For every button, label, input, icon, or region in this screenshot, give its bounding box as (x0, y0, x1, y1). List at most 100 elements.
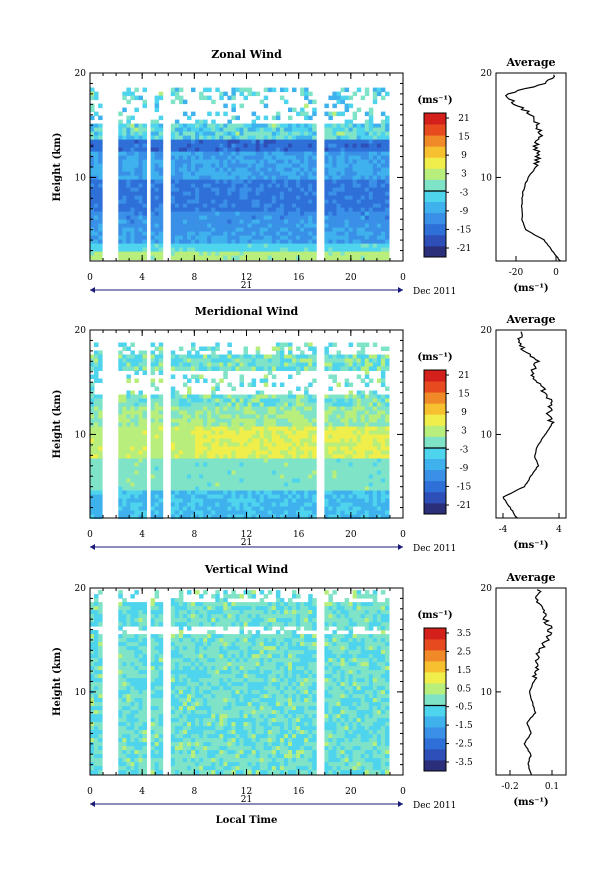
heatmap-cell (223, 406, 228, 411)
heatmap-cell (235, 498, 240, 503)
heatmap-cell (296, 227, 301, 233)
heatmap-cell (134, 123, 139, 129)
heatmap-cell (90, 490, 95, 495)
heatmap-cell (170, 458, 176, 463)
heatmap-cell (279, 438, 285, 443)
heatmap-cell (191, 438, 196, 443)
heatmap-cell (364, 374, 370, 379)
heatmap-cell (255, 239, 261, 245)
heatmap-cell (251, 486, 257, 491)
heatmap-cell (174, 155, 180, 161)
heatmap-cell (223, 394, 228, 399)
heatmap-cell (312, 498, 317, 503)
heatmap-cell (267, 131, 273, 137)
heatmap-cell (251, 199, 257, 205)
heatmap-cell (385, 191, 390, 197)
heatmap-cell (174, 470, 180, 475)
heatmap-cell (259, 494, 265, 499)
heatmap-cell (170, 91, 176, 97)
heatmap-cell (243, 454, 248, 459)
heatmap-cell (203, 462, 208, 467)
heatmap-cell (356, 207, 362, 213)
heatmap-cell (158, 450, 164, 455)
heatmap-cell (292, 498, 297, 503)
heatmap-cell (239, 251, 244, 257)
heatmap-cell (90, 382, 95, 387)
heatmap-cell (336, 179, 341, 185)
heatmap-cell (279, 231, 285, 237)
heatmap-cell (199, 478, 204, 483)
heatmap-cell (275, 506, 281, 511)
heatmap-cell (364, 207, 370, 213)
heatmap-cell (344, 135, 350, 141)
heatmap-cell (296, 175, 301, 181)
heatmap-cell (296, 418, 301, 423)
heatmap-cell (255, 243, 261, 249)
heatmap-cell (90, 139, 95, 145)
heatmap-cell (243, 398, 248, 403)
heatmap-cell (328, 127, 333, 133)
heatmap-cell (348, 183, 354, 189)
heatmap-cell (263, 115, 269, 121)
heatmap-cell (348, 414, 354, 419)
heatmap-cell (348, 450, 354, 455)
heatmap-cell (308, 450, 313, 455)
heatmap-cell (332, 95, 337, 101)
heatmap-cell (199, 486, 204, 491)
heatmap-cell (235, 418, 240, 423)
heatmap-cell (308, 346, 313, 351)
heatmap-cell (243, 418, 248, 423)
heatmap-cell (126, 374, 131, 379)
heatmap-cell (304, 454, 309, 459)
heatmap-cell (304, 231, 309, 237)
heatmap-cell (138, 127, 143, 133)
heatmap-cell (255, 211, 261, 217)
heatmap-cell (368, 478, 374, 483)
heatmap-cell (332, 171, 337, 177)
heatmap-cell (380, 199, 386, 205)
heatmap-cell (288, 410, 293, 415)
heatmap-cell (199, 219, 204, 225)
heatmap-cell (348, 139, 354, 145)
heatmap-cell (118, 510, 123, 515)
heatmap-cell (243, 514, 248, 519)
heatmap-cell (219, 131, 224, 137)
heatmap-cell (376, 179, 382, 185)
heatmap-cell (356, 243, 362, 249)
heatmap-cell (150, 247, 156, 253)
heatmap-cell (247, 446, 253, 451)
heatmap-cell (372, 474, 378, 479)
heatmap-cell (90, 147, 95, 153)
heatmap-cell (211, 510, 216, 515)
heatmap-cell (98, 215, 103, 221)
heatmap-cell (207, 470, 212, 475)
heatmap-cell (247, 494, 253, 499)
heatmap-cell (130, 127, 135, 133)
heatmap-cell (296, 195, 301, 201)
heatmap-cell (267, 510, 273, 515)
heatmap-cell (368, 119, 374, 125)
heatmap-cell (344, 243, 350, 249)
heatmap-cell (376, 167, 382, 173)
heatmap-cell (235, 123, 240, 129)
heatmap-cell (235, 434, 240, 439)
heatmap-cell (348, 123, 354, 129)
heatmap-cell (308, 211, 313, 217)
heatmap-cell (312, 486, 317, 491)
heatmap-cell (328, 235, 333, 241)
heatmap-cell (118, 366, 123, 371)
heatmap-cell (308, 235, 313, 241)
heatmap-cell (94, 482, 99, 487)
heatmap-cell (118, 394, 123, 399)
heatmap-cell (288, 350, 293, 355)
heatmap-cell (364, 410, 370, 415)
heatmap-cell (251, 203, 257, 209)
heatmap-cell (292, 123, 297, 129)
heatmap-cell (263, 406, 269, 411)
heatmap-cell (130, 414, 135, 419)
heatmap-cell (271, 207, 277, 213)
heatmap-cell (364, 470, 370, 475)
heatmap-cell (376, 366, 382, 371)
heatmap-cell (348, 191, 354, 197)
heatmap-cell (332, 151, 337, 157)
